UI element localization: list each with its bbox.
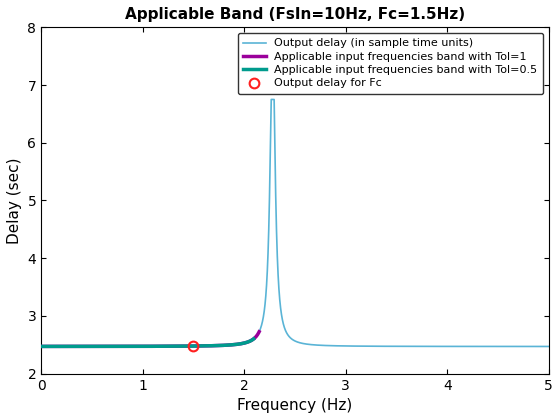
- Legend: Output delay (in sample time units), Applicable input frequencies band with Tol=: Output delay (in sample time units), App…: [238, 33, 543, 94]
- Applicable input frequencies band with Tol=0.5: [250, 336, 257, 341]
- Applicable input frequencies band with Tol=1: [256, 329, 263, 334]
- Applicable input frequencies band with Tol=0.5: [38, 344, 45, 349]
- Applicable input frequencies band with Tol=1: [242, 340, 249, 345]
- Output delay (in sample time units): [268, 97, 274, 102]
- Applicable input frequencies band with Tol=1: [249, 337, 255, 342]
- Output delay (in sample time units): [38, 344, 45, 349]
- Applicable input frequencies band with Tol=0.5: [242, 340, 249, 345]
- Output delay (in sample time units): [372, 344, 379, 349]
- Applicable input frequencies band with Tol=1: [38, 344, 45, 349]
- Applicable input frequencies band with Tol=1: [114, 344, 120, 349]
- Applicable input frequencies band with Tol=0.5: [122, 344, 129, 349]
- Output delay (in sample time units): [396, 344, 403, 349]
- Y-axis label: Delay (sec): Delay (sec): [7, 157, 22, 244]
- Line: Output delay (in sample time units): Output delay (in sample time units): [41, 100, 549, 346]
- Line: Applicable input frequencies band with Tol=0.5: Applicable input frequencies band with T…: [41, 339, 254, 346]
- Applicable input frequencies band with Tol=0.5: [244, 340, 250, 345]
- Applicable input frequencies band with Tol=1: [245, 339, 252, 344]
- Output delay (in sample time units): [258, 323, 265, 328]
- Title: Applicable Band (FsIn=10Hz, Fc=1.5Hz): Applicable Band (FsIn=10Hz, Fc=1.5Hz): [125, 7, 465, 22]
- Output delay (in sample time units): [289, 337, 296, 342]
- Applicable input frequencies band with Tol=1: [246, 339, 253, 344]
- Output delay (in sample time units): [272, 157, 278, 162]
- Output delay (in sample time units): [545, 344, 552, 349]
- Output delay (in sample time units): [285, 333, 292, 339]
- Applicable input frequencies band with Tol=0.5: [133, 344, 139, 349]
- Line: Applicable input frequencies band with Tol=1: Applicable input frequencies band with T…: [41, 332, 259, 346]
- Applicable input frequencies band with Tol=0.5: [245, 339, 252, 344]
- X-axis label: Frequency (Hz): Frequency (Hz): [237, 398, 353, 413]
- Applicable input frequencies band with Tol=0.5: [246, 339, 253, 344]
- Applicable input frequencies band with Tol=1: [56, 344, 63, 349]
